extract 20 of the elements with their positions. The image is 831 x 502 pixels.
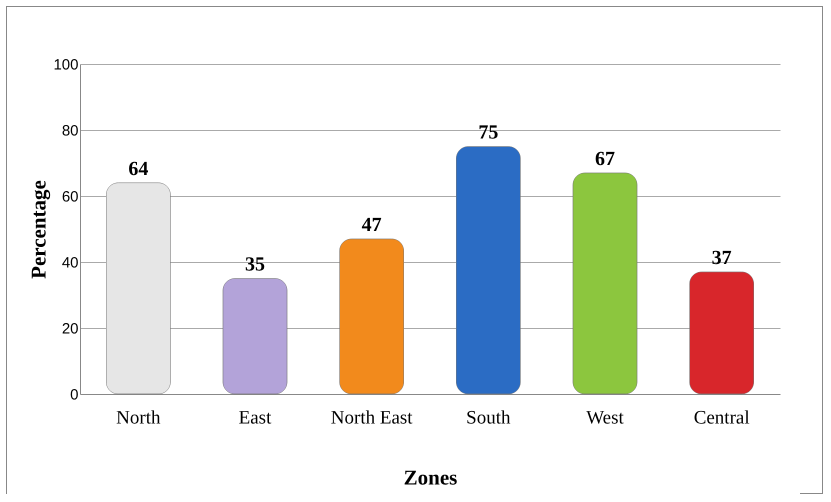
x-tick-label: South [466, 408, 511, 428]
x-tick-label: North [116, 408, 161, 428]
x-tick-label: North East [330, 408, 414, 428]
y-tick-label: 80 [62, 122, 78, 140]
x-tick-label: East [238, 408, 272, 428]
y-tick-label: 40 [62, 254, 78, 272]
data-label: 64 [128, 158, 148, 180]
y-tick-label: 20 [62, 320, 78, 338]
y-tick-label: 0 [70, 386, 78, 404]
x-tick-label: West [586, 408, 624, 428]
data-label: 35 [245, 254, 265, 276]
x-tick-label: Central [694, 408, 750, 428]
data-label: 47 [362, 214, 382, 236]
data-label: 67 [595, 148, 615, 170]
y-axis-title: Percentage [26, 180, 50, 279]
data-label: 37 [712, 246, 732, 269]
y-tick-label: 100 [53, 56, 78, 74]
x-axis-title: Zones [404, 466, 458, 490]
data-label: 75 [478, 122, 498, 144]
y-tick-label: 60 [62, 188, 78, 206]
